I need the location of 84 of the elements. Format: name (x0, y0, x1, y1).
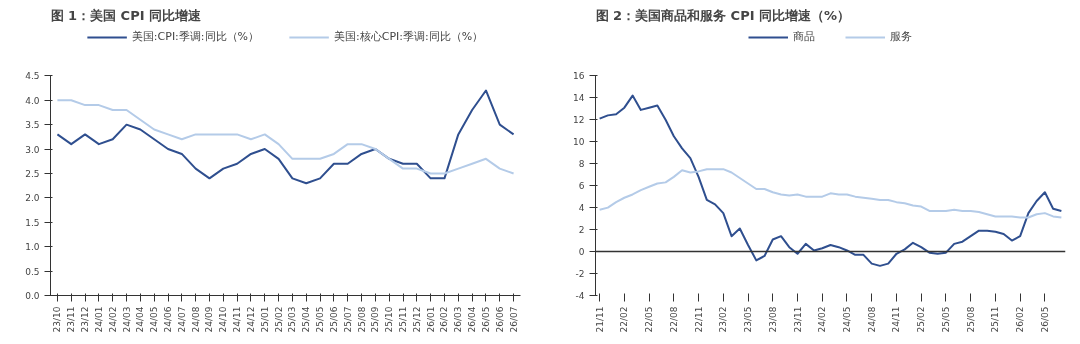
y-tick-label: 1.5 (25, 217, 40, 228)
y-tick-label: 0.0 (25, 291, 40, 301)
x-tick-label: 23/11 (66, 306, 77, 333)
chart-title: 图 2：美国商品和服务 CPI 同比增速（%） (595, 7, 851, 23)
y-tick-label: 6 (578, 181, 585, 192)
x-tick-label: 25/02 (916, 306, 927, 333)
x-tick-label: 26/04 (467, 306, 478, 333)
y-tick-label: 2 (578, 225, 585, 236)
y-tick-label: 3.5 (25, 120, 40, 131)
x-tick-label: 24/01 (93, 306, 104, 333)
x-tick-label: 23/08 (767, 306, 778, 333)
x-tick-label: 25/02 (273, 306, 284, 333)
y-tick-label: 12 (573, 115, 585, 126)
y-tick-label: 4.5 (25, 71, 40, 82)
x-tick-label: 26/06 (494, 306, 505, 333)
x-tick-label: 26/01 (425, 306, 436, 333)
x-tick-label: 24/11 (891, 306, 902, 333)
x-tick-label: 24/02 (817, 306, 828, 333)
legend-label: 美国:核心CPI:季调:同比（%） (334, 29, 484, 44)
line-series (598, 168, 1063, 219)
legend-label: 服务 (890, 29, 912, 44)
x-tick-label: 24/07 (176, 306, 187, 333)
y-tick-label: -2 (575, 269, 585, 280)
legend-label: 美国:CPI:季调:同比（%） (131, 29, 259, 44)
x-tick-label: 23/05 (743, 306, 754, 333)
x-tick-label: 26/02 (1015, 306, 1026, 333)
x-tick-label: 24/04 (135, 306, 146, 333)
x-tick-label: 24/05 (149, 306, 160, 333)
chart-title: 图 1：美国 CPI 同比增速 (50, 7, 203, 23)
x-tick-label: 23/02 (718, 306, 729, 333)
x-tick-label: 25/08 (356, 306, 367, 333)
x-tick-label: 22/11 (693, 306, 704, 333)
x-tick-label: 22/08 (668, 306, 679, 333)
x-tick-label: 25/11 (398, 306, 408, 333)
x-tick-label: 26/05 (480, 306, 491, 333)
line-series (56, 99, 515, 175)
x-tick-label: 24/08 (190, 306, 201, 333)
x-tick-label: 21/11 (594, 306, 605, 333)
x-tick-label: 24/08 (866, 306, 877, 333)
x-tick-label: 22/02 (619, 306, 630, 333)
x-tick-label: 25/06 (328, 306, 339, 333)
y-tick-label: 3.0 (25, 144, 40, 155)
x-tick-label: 26/02 (439, 306, 450, 333)
x-tick-label: 25/08 (965, 306, 976, 333)
y-tick-label: 0 (578, 247, 585, 258)
x-tick-label: 25/05 (940, 306, 951, 333)
x-tick-label: 26/07 (508, 306, 519, 333)
y-tick-label: 10 (573, 137, 585, 148)
y-tick-label: 4 (578, 203, 585, 214)
x-tick-label: 24/09 (204, 306, 215, 333)
x-tick-label: 23/11 (792, 306, 803, 333)
y-tick-label: 8 (578, 159, 585, 170)
x-tick-label: 24/12 (245, 306, 256, 333)
x-tick-label: 24/05 (841, 306, 852, 333)
x-tick-label: 25/05 (315, 306, 326, 333)
x-tick-label: 25/09 (370, 306, 381, 333)
line-series (56, 89, 515, 185)
x-tick-label: 25/01 (259, 306, 270, 333)
y-tick-label: 2.5 (25, 168, 40, 179)
y-tick-label: 16 (573, 71, 585, 82)
x-tick-label: 25/03 (287, 306, 298, 333)
x-tick-label: 22/05 (644, 306, 655, 333)
x-tick-label: 24/11 (232, 306, 243, 333)
y-tick-label: 14 (573, 93, 585, 104)
x-tick-label: 25/07 (342, 306, 353, 333)
x-tick-label: 23/10 (52, 306, 63, 333)
x-tick-label: 25/10 (384, 306, 395, 333)
line-series (598, 94, 1063, 267)
legend-label: 商品 (793, 29, 815, 44)
x-tick-label: 25/04 (301, 306, 312, 333)
x-tick-label: 26/05 (1039, 306, 1050, 333)
y-tick-label: 2.0 (25, 193, 40, 204)
x-tick-label: 23/12 (80, 306, 91, 333)
x-tick-label: 24/03 (121, 306, 132, 333)
y-tick-label: 0.5 (25, 266, 40, 277)
x-tick-label: 24/10 (218, 306, 229, 333)
x-tick-label: 25/12 (411, 306, 422, 333)
x-tick-label: 24/02 (107, 306, 118, 333)
y-tick-label: -4 (575, 291, 585, 301)
y-tick-label: 4.0 (25, 95, 40, 106)
x-tick-label: 24/06 (163, 306, 173, 333)
x-tick-label: 25/11 (990, 306, 1001, 333)
x-tick-label: 26/03 (453, 306, 464, 333)
y-tick-label: 1.0 (25, 242, 40, 253)
